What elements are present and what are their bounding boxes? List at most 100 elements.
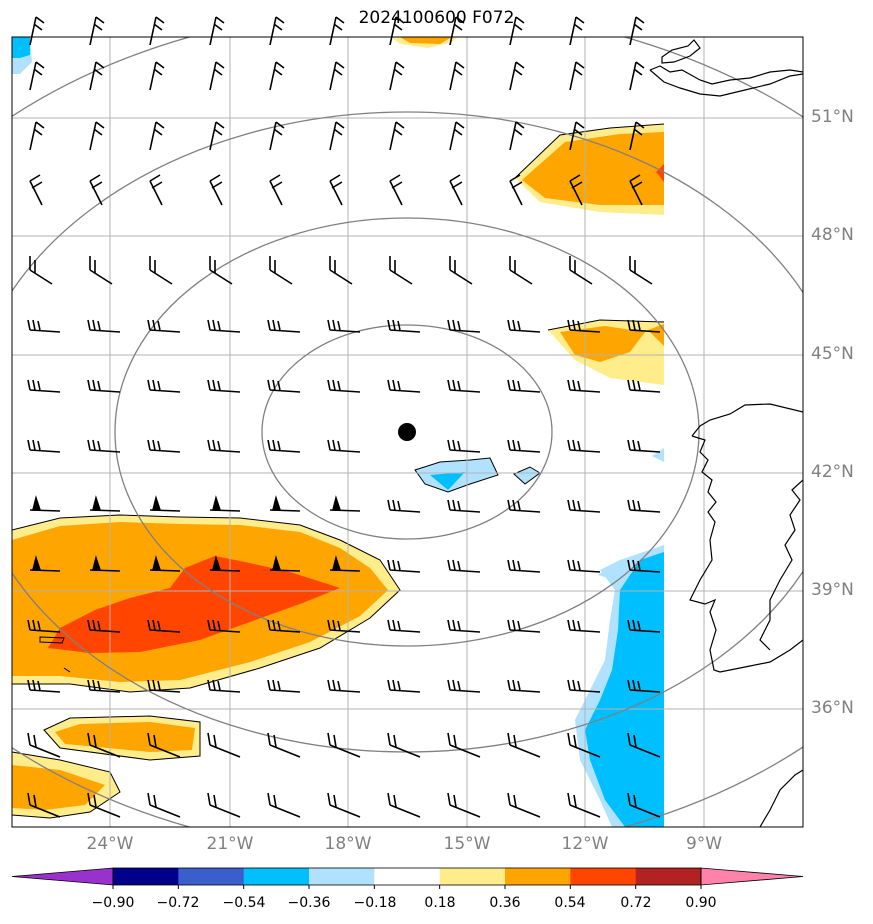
wind-barb (567, 732, 601, 758)
wind-barbs (27, 16, 661, 818)
colorbar-tick-label: −0.90 (91, 895, 135, 911)
wind-barb (387, 732, 421, 758)
wind-barb (147, 619, 181, 633)
wind-barb (267, 439, 301, 453)
lat-label-51n: 51°N (811, 107, 854, 127)
wind-barb (329, 174, 343, 206)
lat-label-45n: 45°N (811, 344, 854, 364)
wind-barb (447, 379, 481, 393)
wind-barb (567, 619, 601, 633)
wind-barb (569, 174, 583, 206)
wind-barb (147, 732, 181, 758)
wind-barb (627, 619, 661, 633)
wind-barb (327, 619, 361, 633)
wind-barb (89, 495, 121, 512)
wind-barb (507, 499, 541, 513)
wind-barb (389, 121, 405, 151)
wind-barb (447, 792, 481, 818)
colorbar-tick-label: −0.54 (222, 895, 266, 911)
wind-barb (627, 379, 661, 393)
wind-barb (507, 619, 541, 633)
wind-barb (627, 792, 661, 818)
wind-barb (507, 559, 541, 573)
wind-barb (627, 499, 661, 513)
wind-barb (269, 121, 285, 151)
colorbar-tick-label: −0.18 (353, 895, 397, 911)
colorbar-swatch (243, 868, 310, 885)
wind-barb (269, 495, 301, 512)
wind-barb (569, 16, 585, 46)
wind-barb (269, 174, 283, 206)
wind-barb (387, 559, 421, 573)
colorbar-tick-label: 0.18 (424, 895, 456, 911)
wind-barb (207, 679, 241, 693)
wind-barb (387, 499, 421, 513)
colorbar (11, 867, 804, 889)
colorbar-swatch (570, 868, 637, 885)
wind-barb (329, 555, 361, 572)
wind-barb (567, 679, 601, 693)
wind-barb (449, 16, 465, 46)
lon-label-24w: 24°W (86, 834, 134, 854)
colorbar-extend-low (11, 867, 114, 886)
wind-barb (509, 256, 533, 285)
wind-barb (569, 256, 593, 285)
wind-barb (207, 792, 241, 818)
wind-barb (27, 619, 61, 633)
wind-barb (207, 619, 241, 633)
wind-barb (207, 379, 241, 393)
wind-barb (507, 379, 541, 393)
wind-barb (509, 16, 525, 46)
wind-barb (569, 121, 585, 151)
wind-barb (507, 792, 541, 818)
wind-barb (327, 439, 361, 453)
wind-barb (447, 559, 481, 573)
wind-barb (387, 619, 421, 633)
wind-barb (629, 61, 645, 91)
wind-barb (447, 619, 481, 633)
graticule (12, 37, 803, 827)
lat-label-36n: 36°N (811, 698, 854, 718)
wind-barb (329, 256, 353, 285)
wind-barb (449, 61, 465, 91)
colorbar-tick-label: 0.54 (554, 895, 586, 911)
colorbar-swatch (635, 868, 702, 885)
wind-barb (207, 319, 241, 333)
wind-barb (147, 319, 181, 333)
data-edge-band (664, 37, 704, 827)
lon-label-18w: 18°W (324, 834, 372, 854)
wind-barb (567, 379, 601, 393)
wind-barb (329, 16, 345, 46)
colorbar-tick-label: 0.72 (620, 895, 652, 911)
wind-barb (149, 16, 165, 46)
wind-barb (87, 679, 121, 693)
wind-barb (29, 61, 45, 91)
wind-barb (89, 16, 105, 46)
wind-barb (627, 679, 661, 693)
colorbar-swatch (113, 868, 179, 885)
wind-barb (447, 439, 481, 453)
wind-barb (389, 174, 403, 206)
wind-barb (267, 792, 301, 818)
wind-barb (267, 679, 301, 693)
map-title: 2024100600 F072 (358, 8, 515, 28)
wind-barb (149, 555, 181, 572)
wind-barb (509, 61, 525, 91)
wind-barb (27, 679, 61, 693)
wind-barb (209, 256, 233, 285)
wind-barb (147, 792, 181, 818)
wind-barb (389, 16, 405, 46)
wind-barb (29, 495, 61, 512)
wind-barb (329, 495, 361, 512)
wind-barb (627, 319, 661, 333)
wind-barb (387, 319, 421, 333)
wind-barb (329, 121, 345, 151)
wind-barb (327, 732, 361, 758)
wind-barb (207, 439, 241, 453)
wind-barb (87, 439, 121, 453)
wind-barb (29, 555, 61, 572)
coastlines (649, 39, 803, 827)
wind-barb (147, 379, 181, 393)
wind-barb (87, 792, 121, 818)
